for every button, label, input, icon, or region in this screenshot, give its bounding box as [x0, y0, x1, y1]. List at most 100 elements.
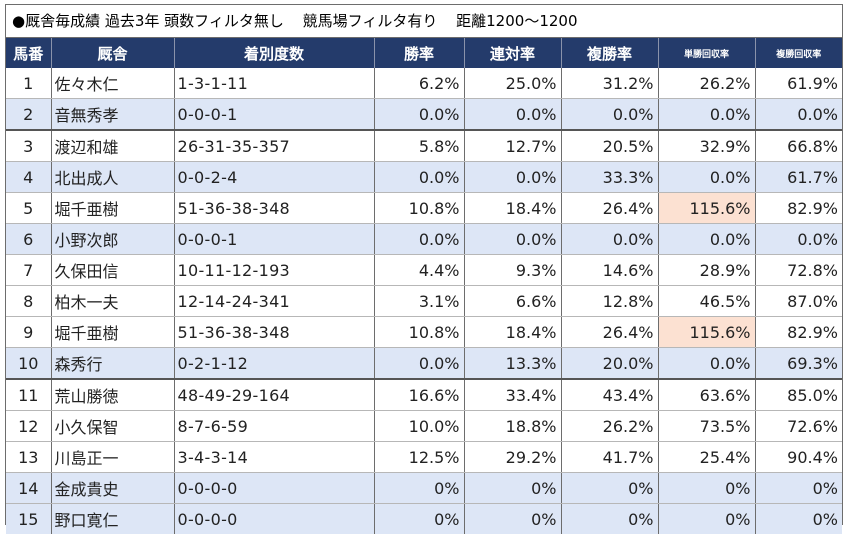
place-return-cell: 0.0% [755, 224, 842, 255]
place-rate-cell: 31.2% [561, 68, 658, 99]
stable-name-cell: 北出成人 [51, 162, 174, 193]
row-number-cell: 11 [6, 379, 51, 411]
header-record: 着別度数 [174, 38, 374, 68]
row-number-cell: 6 [6, 224, 51, 255]
place-rate-cell: 0% [561, 473, 658, 504]
win-return-cell: 115.6% [658, 193, 755, 224]
title-part-period: ●厩舎毎成績 過去3年 頭数フィルタ無し [12, 12, 284, 30]
record-cell: 0-0-0-1 [174, 99, 374, 131]
win-rate-cell: 12.5% [374, 442, 464, 473]
record-cell: 51-36-38-348 [174, 193, 374, 224]
quinella-rate-cell: 18.8% [464, 411, 561, 442]
place-return-cell: 61.9% [755, 68, 842, 99]
record-cell: 48-49-29-164 [174, 379, 374, 411]
place-return-cell: 0% [755, 504, 842, 534]
win-return-cell: 0.0% [658, 348, 755, 380]
place-rate-cell: 20.0% [561, 348, 658, 380]
stable-name-cell: 堀千亜樹 [51, 317, 174, 348]
row-number-cell: 13 [6, 442, 51, 473]
quinella-rate-cell: 0% [464, 473, 561, 504]
place-rate-cell: 20.5% [561, 130, 658, 162]
header-num: 馬番 [6, 38, 51, 68]
title-part-distance: 距離1200〜1200 [456, 12, 577, 30]
win-return-cell: 0% [658, 504, 755, 534]
stable-stats-panel: ●厩舎毎成績 過去3年 頭数フィルタ無し 競馬場フィルタ有り 距離1200〜12… [5, 4, 843, 525]
win-rate-cell: 3.1% [374, 286, 464, 317]
record-cell: 51-36-38-348 [174, 317, 374, 348]
header-place-rate: 複勝率 [561, 38, 658, 68]
place-rate-cell: 26.4% [561, 317, 658, 348]
title-part-course: 競馬場フィルタ有り [303, 12, 438, 30]
row-number-cell: 2 [6, 99, 51, 131]
place-return-cell: 72.8% [755, 255, 842, 286]
place-rate-cell: 12.8% [561, 286, 658, 317]
stable-name-cell: 佐々木仁 [51, 68, 174, 99]
row-number-cell: 8 [6, 286, 51, 317]
win-return-cell: 73.5% [658, 411, 755, 442]
stable-name-cell: 堀千亜樹 [51, 193, 174, 224]
record-cell: 8-7-6-59 [174, 411, 374, 442]
place-return-cell: 72.6% [755, 411, 842, 442]
place-return-cell: 82.9% [755, 193, 842, 224]
stable-name-cell: 渡辺和雄 [51, 130, 174, 162]
header-place-return: 複勝回収率 [755, 38, 842, 68]
quinella-rate-cell: 0.0% [464, 99, 561, 131]
win-return-cell: 0.0% [658, 224, 755, 255]
record-cell: 10-11-12-193 [174, 255, 374, 286]
row-number-cell: 14 [6, 473, 51, 504]
stable-name-cell: 小久保智 [51, 411, 174, 442]
place-return-cell: 0% [755, 473, 842, 504]
quinella-rate-cell: 0.0% [464, 224, 561, 255]
win-return-cell: 0.0% [658, 162, 755, 193]
record-cell: 0-0-0-0 [174, 504, 374, 534]
quinella-rate-cell: 25.0% [464, 68, 561, 99]
quinella-rate-cell: 18.4% [464, 317, 561, 348]
stable-name-cell: 柏木一夫 [51, 286, 174, 317]
win-rate-cell: 0.0% [374, 162, 464, 193]
record-cell: 26-31-35-357 [174, 130, 374, 162]
place-return-cell: 90.4% [755, 442, 842, 473]
header-stable: 厩舎 [51, 38, 174, 68]
stable-name-cell: 久保田信 [51, 255, 174, 286]
stable-name-cell: 小野次郎 [51, 224, 174, 255]
win-rate-cell: 5.8% [374, 130, 464, 162]
win-return-cell: 0.0% [658, 99, 755, 131]
win-rate-cell: 0% [374, 504, 464, 534]
row-number-cell: 10 [6, 348, 51, 380]
win-return-cell: 32.9% [658, 130, 755, 162]
quinella-rate-cell: 0.0% [464, 162, 561, 193]
row-number-cell: 12 [6, 411, 51, 442]
place-rate-cell: 43.4% [561, 379, 658, 411]
win-return-cell: 63.6% [658, 379, 755, 411]
header-row: 馬番 厩舎 着別度数 勝率 連対率 複勝率 単勝回収率 複勝回収率 [6, 38, 842, 68]
record-cell: 12-14-24-341 [174, 286, 374, 317]
quinella-rate-cell: 12.7% [464, 130, 561, 162]
quinella-rate-cell: 13.3% [464, 348, 561, 380]
stable-name-cell: 金成貴史 [51, 473, 174, 504]
record-cell: 0-0-2-4 [174, 162, 374, 193]
record-cell: 0-2-1-12 [174, 348, 374, 380]
win-return-cell: 28.9% [658, 255, 755, 286]
quinella-rate-cell: 18.4% [464, 193, 561, 224]
quinella-rate-cell: 9.3% [464, 255, 561, 286]
win-return-cell: 115.6% [658, 317, 755, 348]
place-rate-cell: 0.0% [561, 224, 658, 255]
place-rate-cell: 33.3% [561, 162, 658, 193]
place-return-cell: 82.9% [755, 317, 842, 348]
place-return-cell: 69.3% [755, 348, 842, 380]
place-return-cell: 66.8% [755, 130, 842, 162]
row-number-cell: 1 [6, 68, 51, 99]
place-return-cell: 0.0% [755, 99, 842, 131]
